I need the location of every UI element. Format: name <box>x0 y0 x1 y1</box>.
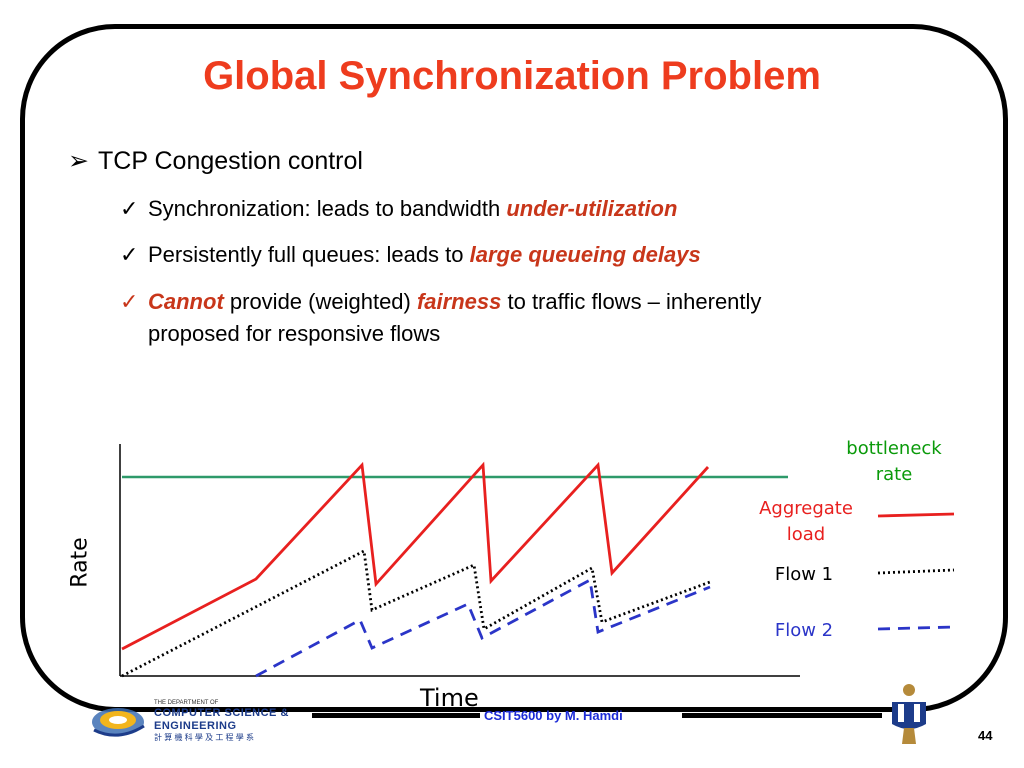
footer-bar-right <box>682 713 882 718</box>
slide-title: Global Synchronization Problem <box>203 54 821 98</box>
main-bullet: ➢ TCP Congestion control <box>68 146 363 176</box>
footer-bar-left <box>312 713 480 718</box>
checkmark-icon: ✓ <box>120 289 139 314</box>
legend-flow2-label: Flow 2 <box>774 620 834 641</box>
arrow-bullet-icon: ➢ <box>68 147 89 175</box>
sub-bullet-1-emphasis: under-utilization <box>506 196 678 221</box>
checkmark-icon: ✓ <box>120 242 139 267</box>
sub-bullet-3-emphasis-1: Cannot <box>148 289 224 314</box>
sub-bullet-3-text-2: to traffic flows – inherently <box>501 289 762 314</box>
legend-flow1-label: Flow 1 <box>774 564 834 585</box>
sub-bullet-2-text: Persistently full queues: leads to <box>148 242 470 267</box>
department-logo: THE DEPARTMENT OF COMPUTER SCIENCE & ENG… <box>88 696 318 744</box>
slide-frame <box>20 24 1008 712</box>
sub-bullet-3-line-2: proposed for responsive flows <box>148 321 441 346</box>
sub-bullet-3-emphasis-2: fairness <box>416 289 502 314</box>
logo-chinese: 計 算 機 科 學 及 工 程 學 系 <box>154 733 255 742</box>
page-number: 44 <box>978 728 993 743</box>
x-axis-label: Time <box>420 684 479 712</box>
legend-aggregate-label: Aggregate load <box>759 498 853 545</box>
legend-bottleneck-label: bottleneck rate <box>846 438 942 485</box>
sub-bullet-2: ✓ Persistently full queues: leads to larg… <box>120 239 701 271</box>
cse-emblem-icon <box>92 708 145 737</box>
logo-line-1: COMPUTER SCIENCE & <box>154 707 289 719</box>
university-logo-icon <box>892 684 926 744</box>
sub-bullet-3: ✓ Cannot provide (weighted) fairness to t… <box>120 286 761 350</box>
sub-bullet-1-text: Synchronization: leads to bandwidth <box>148 196 507 221</box>
main-bullet-text: TCP Congestion control <box>98 147 363 175</box>
logo-line-2: ENGINEERING <box>154 720 237 732</box>
footer-credit: CSIT5600 by M. Hamdi <box>484 708 623 723</box>
sub-bullet-2-emphasis: large queueing delays <box>469 242 701 267</box>
sub-bullet-1: ✓ Synchronization: leads to bandwidth und… <box>120 193 677 225</box>
y-axis-label: Rate <box>67 537 93 588</box>
sub-bullet-3-text-1: provide (weighted) <box>223 289 417 314</box>
logo-dept-caption: THE DEPARTMENT OF <box>154 700 219 706</box>
checkmark-icon: ✓ <box>120 196 139 221</box>
